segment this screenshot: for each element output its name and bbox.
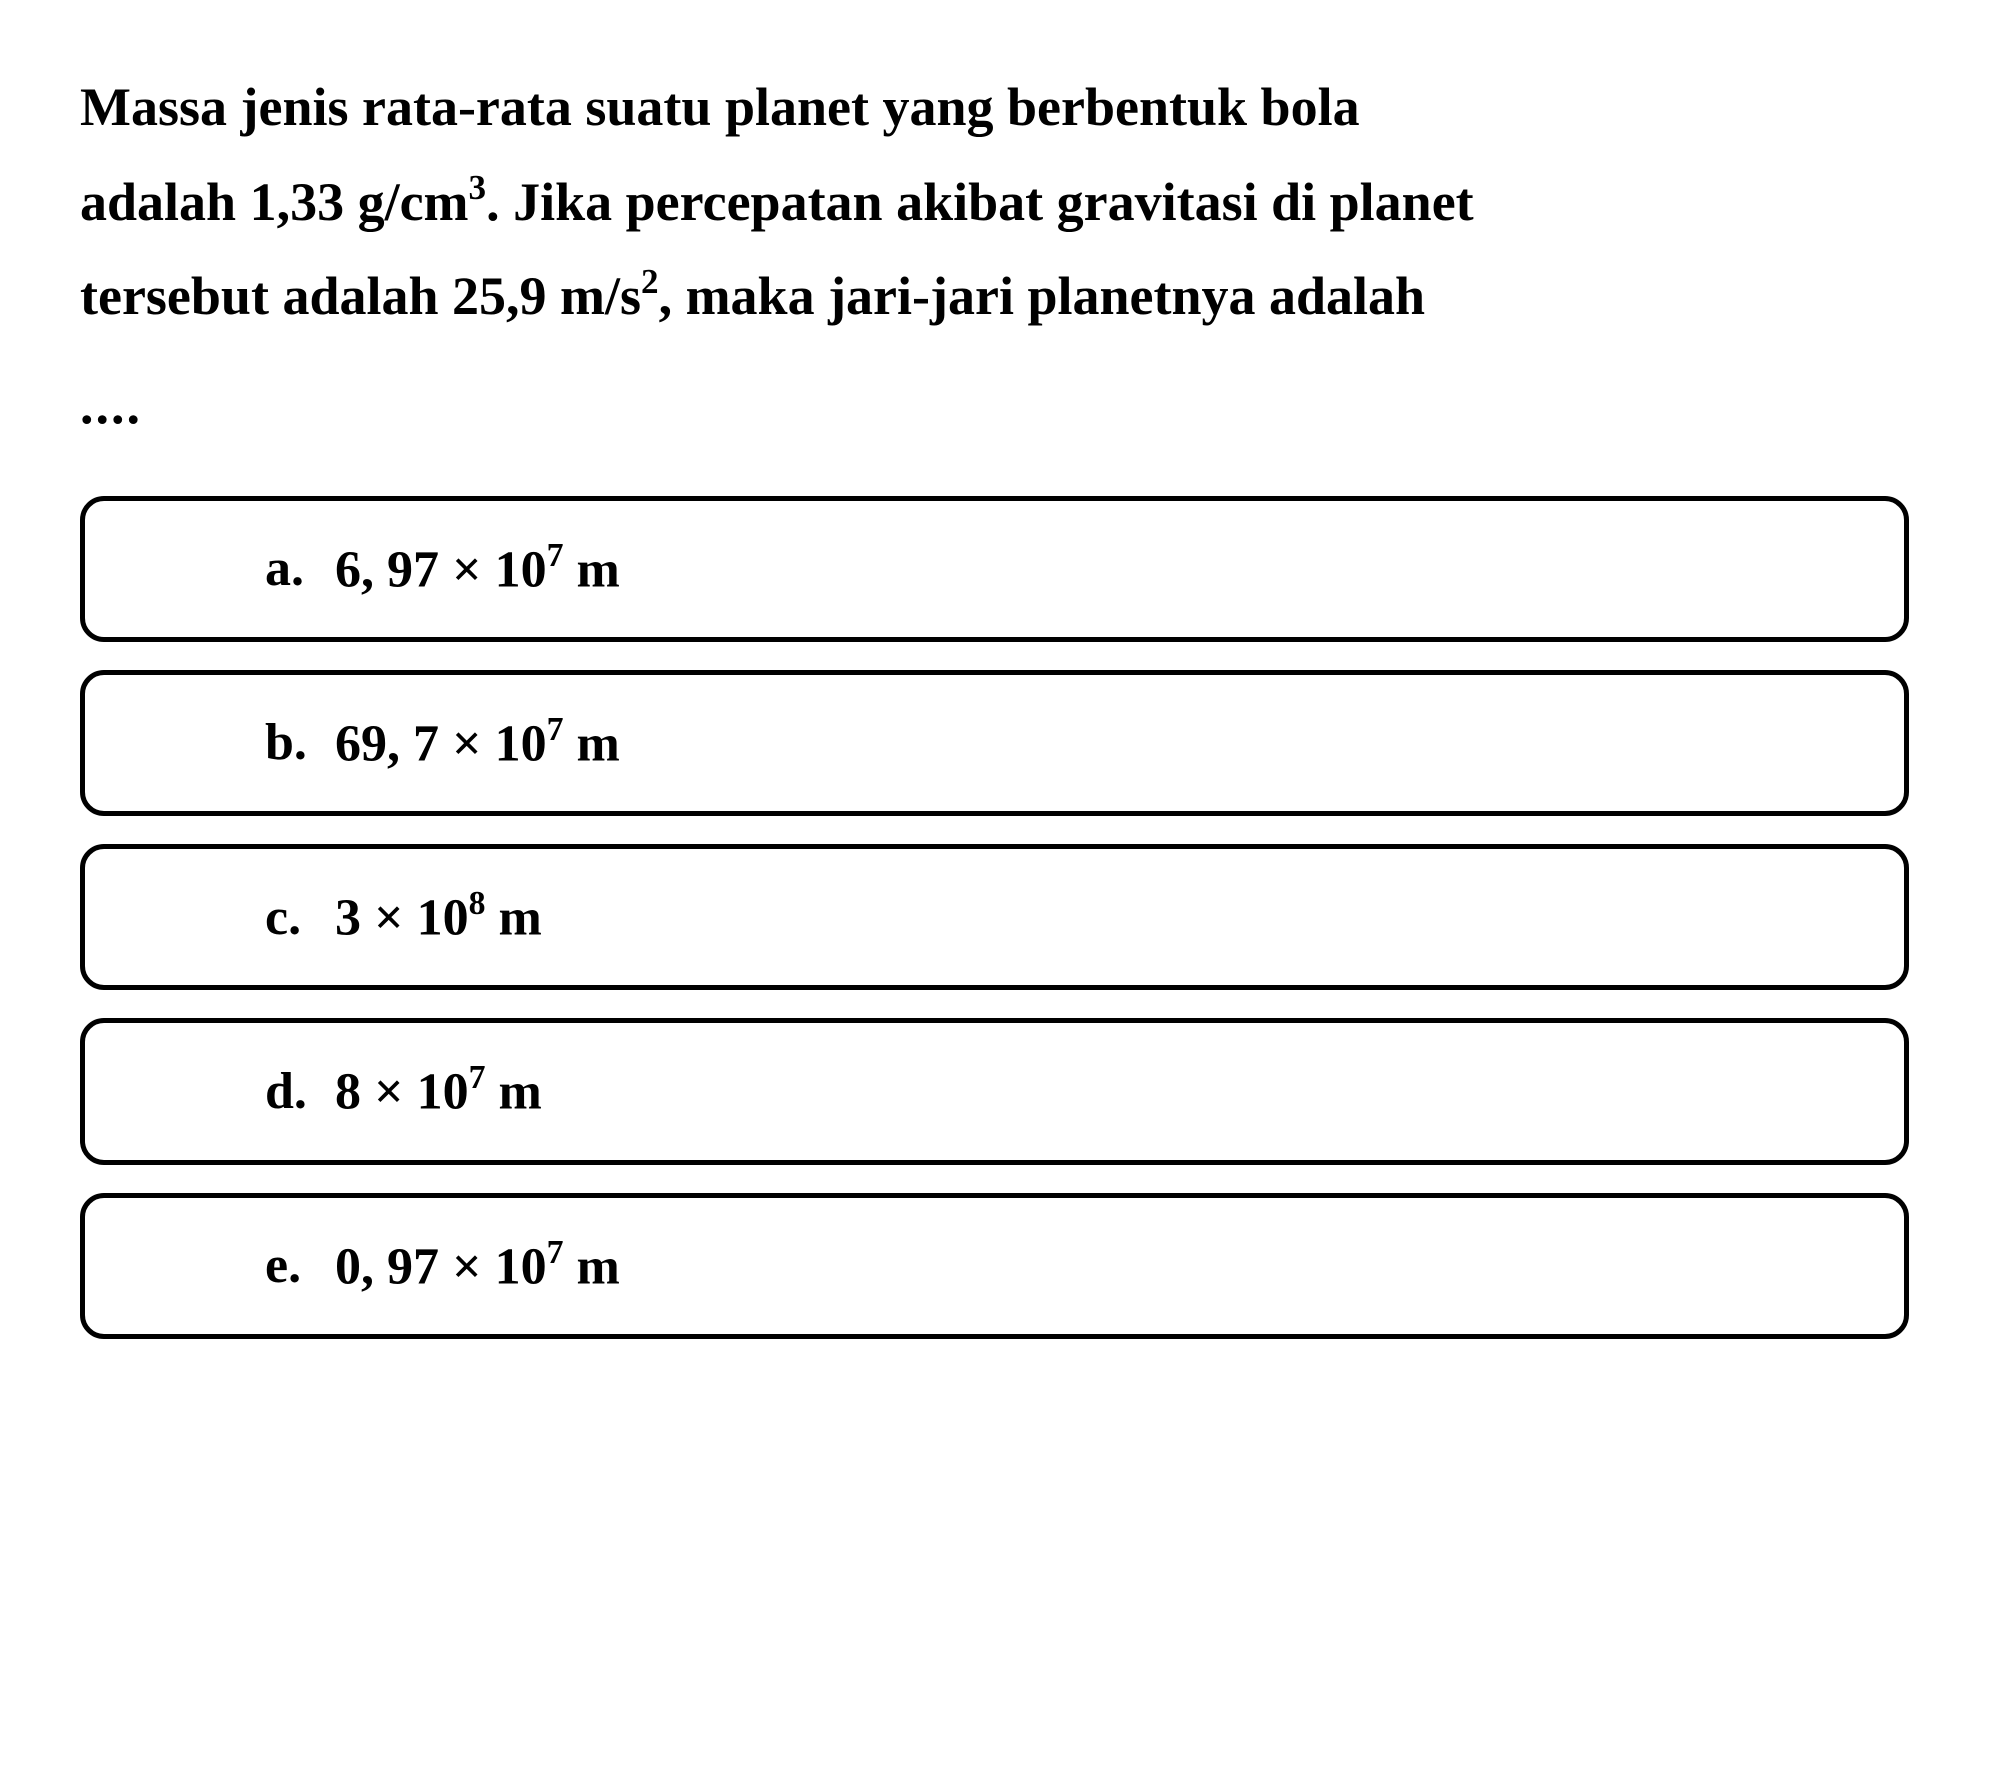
option-e-coeff: 0, 97 × 10: [335, 1238, 547, 1295]
option-a-unit: m: [564, 541, 620, 598]
option-b-value: 69, 7 × 107 m: [335, 713, 620, 773]
question-line3-part1: tersebut adalah 25,9 m/s: [80, 266, 641, 326]
option-d-unit: m: [486, 1064, 542, 1121]
option-b-coeff: 69, 7 × 10: [335, 715, 547, 772]
option-e[interactable]: e. 0, 97 × 107 m: [80, 1193, 1909, 1339]
option-e-exp: 7: [547, 1234, 564, 1271]
question-ellipsis: ....: [80, 374, 1909, 436]
question-text: Massa jenis rata-rata suatu planet yang …: [80, 60, 1909, 344]
option-a-value: 6, 97 × 107 m: [335, 539, 620, 599]
options-container: a. 6, 97 × 107 m b. 69, 7 × 107 m c. 3 ×…: [80, 496, 1909, 1340]
option-a-coeff: 6, 97 × 10: [335, 541, 547, 598]
option-c-coeff: 3 × 10: [335, 889, 469, 946]
option-a[interactable]: a. 6, 97 × 107 m: [80, 496, 1909, 642]
question-line2-part2: . Jika percepatan akibat gravitasi di pl…: [486, 172, 1474, 232]
option-e-value: 0, 97 × 107 m: [335, 1236, 620, 1296]
option-b[interactable]: b. 69, 7 × 107 m: [80, 670, 1909, 816]
option-c-value: 3 × 108 m: [335, 887, 542, 947]
option-a-letter: a.: [135, 539, 335, 598]
option-c-letter: c.: [135, 888, 335, 947]
option-d-exp: 7: [469, 1059, 486, 1096]
option-c-exp: 8: [469, 885, 486, 922]
option-b-exp: 7: [547, 711, 564, 748]
option-d-letter: d.: [135, 1062, 335, 1121]
option-d-coeff: 8 × 10: [335, 1064, 469, 1121]
option-e-unit: m: [564, 1238, 620, 1295]
question-line3-part2: , maka jari-jari planetnya adalah: [659, 266, 1426, 326]
question-line2-exp: 3: [469, 168, 487, 207]
option-d[interactable]: d. 8 × 107 m: [80, 1018, 1909, 1164]
option-e-letter: e.: [135, 1236, 335, 1295]
option-b-letter: b.: [135, 713, 335, 772]
option-d-value: 8 × 107 m: [335, 1061, 542, 1121]
option-b-unit: m: [564, 715, 620, 772]
option-c[interactable]: c. 3 × 108 m: [80, 844, 1909, 990]
question-line1: Massa jenis rata-rata suatu planet yang …: [80, 77, 1360, 137]
option-c-unit: m: [486, 889, 542, 946]
question-line3-exp: 2: [641, 262, 659, 301]
question-line2-part1: adalah 1,33 g/cm: [80, 172, 469, 232]
option-a-exp: 7: [547, 537, 564, 574]
